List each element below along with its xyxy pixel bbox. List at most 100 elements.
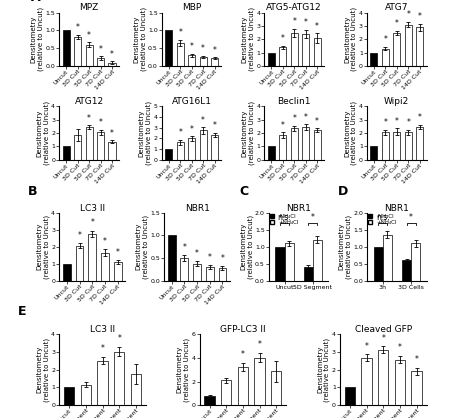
Bar	[395, 359, 405, 405]
Text: *: *	[220, 254, 224, 263]
Bar	[393, 33, 401, 66]
Bar	[279, 135, 286, 160]
Bar	[275, 247, 284, 281]
Y-axis label: Densitometry
(relative to Uncut): Densitometry (relative to Uncut)	[36, 101, 50, 165]
Bar	[221, 380, 231, 405]
Text: *: *	[190, 125, 193, 134]
Legend: -NH₄Cl, +NH₄Cl: -NH₄Cl, +NH₄Cl	[368, 214, 397, 225]
Title: Cleaved GFP: Cleaved GFP	[355, 324, 412, 334]
Text: n.s.: n.s.	[376, 213, 390, 222]
Title: NBR1: NBR1	[384, 204, 410, 212]
Bar	[85, 45, 92, 66]
Bar	[313, 240, 322, 281]
Bar	[114, 352, 124, 405]
Text: *: *	[418, 113, 422, 122]
Text: *: *	[241, 350, 245, 359]
Text: *: *	[406, 118, 410, 127]
Bar	[255, 357, 265, 405]
Text: *: *	[213, 46, 217, 54]
Bar	[165, 31, 172, 66]
Text: *: *	[383, 36, 387, 44]
Bar	[74, 37, 81, 66]
Text: *: *	[281, 34, 285, 43]
Text: *: *	[382, 334, 385, 343]
Bar	[97, 58, 104, 66]
Bar	[383, 235, 392, 281]
Y-axis label: Densitometry
(relative to Uncut): Densitometry (relative to Uncut)	[36, 215, 50, 279]
Y-axis label: Densitometry
(relative to Uncut): Densitometry (relative to Uncut)	[317, 337, 330, 402]
Title: Wipi2: Wipi2	[384, 97, 410, 106]
Bar	[131, 374, 141, 405]
Text: D: D	[337, 185, 348, 198]
Title: GFP-LC3 II: GFP-LC3 II	[220, 324, 266, 334]
Bar	[402, 260, 411, 281]
Bar	[206, 267, 214, 281]
Bar	[279, 47, 286, 66]
Bar	[302, 127, 309, 160]
Text: *: *	[99, 118, 102, 127]
Bar	[165, 149, 172, 160]
Bar	[314, 38, 321, 66]
Text: *: *	[91, 218, 94, 227]
Y-axis label: Densitometry
(relative to Uncut): Densitometry (relative to Uncut)	[338, 215, 352, 279]
Text: *: *	[99, 45, 102, 54]
Text: *: *	[178, 28, 182, 37]
Bar	[85, 127, 92, 160]
Bar	[378, 350, 389, 405]
Bar	[268, 53, 275, 66]
Text: *: *	[292, 114, 296, 123]
Bar	[411, 371, 422, 405]
Title: ATG12: ATG12	[74, 97, 104, 106]
Bar	[304, 267, 313, 281]
Bar	[374, 247, 383, 281]
Bar	[88, 234, 96, 281]
Bar	[64, 387, 74, 405]
Text: *: *	[415, 355, 419, 364]
Text: *: *	[304, 18, 308, 27]
Bar	[416, 127, 423, 160]
Y-axis label: Densitometry
(relative to Uncut): Densitometry (relative to Uncut)	[133, 7, 146, 71]
Text: *: *	[78, 231, 82, 240]
Bar	[200, 57, 207, 66]
Bar	[291, 33, 298, 66]
Bar	[370, 146, 377, 160]
Bar	[109, 63, 116, 66]
Bar	[219, 268, 227, 281]
Title: ATG16L1: ATG16L1	[172, 97, 211, 106]
Title: ATG7: ATG7	[385, 3, 409, 13]
Bar	[109, 142, 116, 160]
Bar	[97, 133, 104, 160]
Text: *: *	[213, 121, 217, 130]
Title: LC3 II: LC3 II	[80, 204, 105, 212]
Text: *: *	[315, 117, 319, 126]
Text: *: *	[395, 19, 399, 28]
Text: *: *	[190, 42, 193, 51]
Y-axis label: Densitometry
(relative to Uncut): Densitometry (relative to Uncut)	[241, 101, 255, 165]
Text: *: *	[365, 342, 369, 351]
Text: *: *	[201, 115, 205, 125]
Bar	[416, 27, 423, 66]
Y-axis label: Densitometry
(relative to Uncut): Densitometry (relative to Uncut)	[30, 7, 44, 71]
Bar	[76, 246, 83, 281]
Text: *: *	[418, 12, 422, 21]
Bar	[302, 34, 309, 66]
Text: *: *	[311, 213, 315, 222]
Bar	[284, 243, 293, 281]
Text: *: *	[110, 50, 114, 59]
Y-axis label: Densitometry
(relative to Uncut): Densitometry (relative to Uncut)	[36, 337, 50, 402]
Bar	[177, 43, 184, 66]
Bar	[97, 361, 108, 405]
Text: *: *	[195, 249, 199, 258]
Text: A: A	[31, 0, 40, 4]
Legend: -NH₄Cl, +NH₄Cl: -NH₄Cl, +NH₄Cl	[270, 214, 299, 225]
Y-axis label: Densitometry
(relative to Uncut): Densitometry (relative to Uncut)	[344, 7, 357, 71]
Text: *: *	[182, 242, 186, 252]
Title: NBR1: NBR1	[286, 204, 311, 212]
Bar	[211, 135, 218, 160]
Bar	[393, 132, 401, 160]
Bar	[362, 358, 372, 405]
Text: n.s.: n.s.	[278, 213, 292, 222]
Y-axis label: Densitometry
(relative to Uncut): Densitometry (relative to Uncut)	[135, 215, 149, 279]
Text: C: C	[239, 185, 248, 198]
Bar	[238, 367, 248, 405]
